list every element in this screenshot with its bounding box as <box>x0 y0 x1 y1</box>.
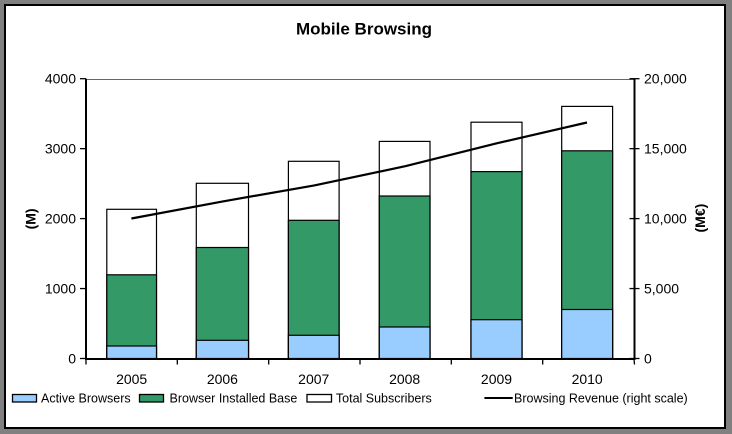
svg-text:0: 0 <box>644 350 652 366</box>
svg-text:3000: 3000 <box>45 141 76 157</box>
svg-text:(M): (M) <box>23 208 39 229</box>
svg-text:Total Subscribers: Total Subscribers <box>336 391 432 405</box>
svg-text:1000: 1000 <box>45 280 76 296</box>
svg-text:Mobile Browsing: Mobile Browsing <box>296 20 432 39</box>
svg-text:Browser Installed Base: Browser Installed Base <box>170 391 298 405</box>
svg-text:5,000: 5,000 <box>644 280 679 296</box>
svg-text:2010: 2010 <box>572 371 603 387</box>
svg-text:(M€): (M€) <box>692 204 708 233</box>
svg-text:Browsing Revenue (right scale): Browsing Revenue (right scale) <box>514 391 688 405</box>
svg-text:20,000: 20,000 <box>644 71 687 87</box>
svg-text:15,000: 15,000 <box>644 141 687 157</box>
svg-text:Active Browsers: Active Browsers <box>41 391 131 405</box>
svg-text:2007: 2007 <box>298 371 329 387</box>
svg-text:2009: 2009 <box>481 371 512 387</box>
svg-text:2006: 2006 <box>207 371 238 387</box>
svg-text:2008: 2008 <box>389 371 420 387</box>
svg-text:2000: 2000 <box>45 211 76 227</box>
svg-text:4000: 4000 <box>45 71 76 87</box>
svg-text:0: 0 <box>68 350 76 366</box>
svg-text:2005: 2005 <box>116 371 147 387</box>
svg-text:10,000: 10,000 <box>644 211 687 227</box>
